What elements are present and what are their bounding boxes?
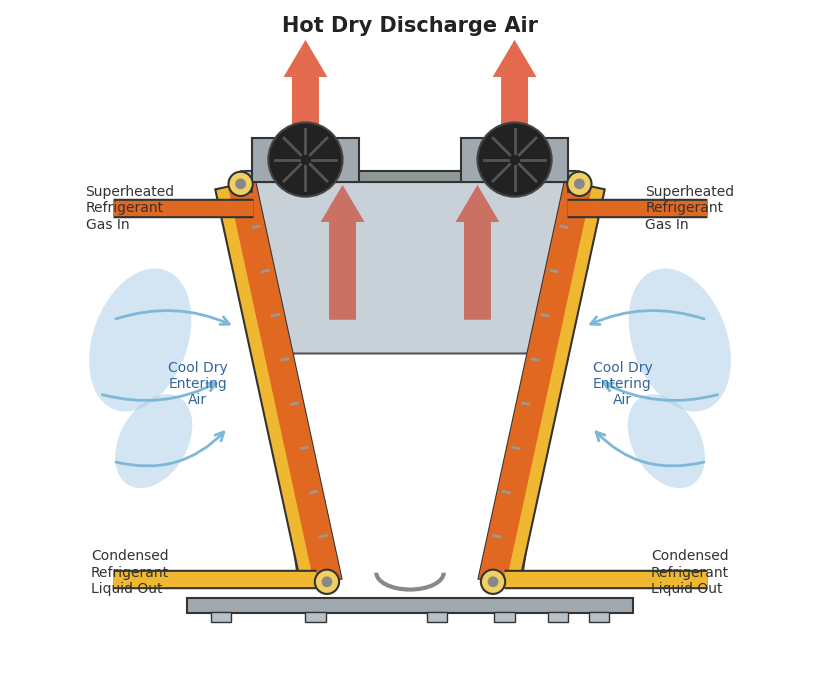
Circle shape [480,570,505,594]
Circle shape [314,570,339,594]
Circle shape [477,122,551,197]
Circle shape [235,178,246,189]
Circle shape [573,178,584,189]
Bar [568,171,578,192]
Bar [241,171,252,192]
Text: Condensed
Refrigerant
Liquid Out: Condensed Refrigerant Liquid Out [650,549,728,596]
Bar [305,612,325,622]
Bar [548,612,568,622]
Circle shape [487,577,498,588]
Ellipse shape [628,269,730,411]
Bar [460,137,568,182]
Ellipse shape [89,269,191,411]
Bar [244,171,575,182]
Circle shape [567,172,590,196]
Polygon shape [265,354,325,583]
Polygon shape [244,182,575,354]
Text: Superheated
Refrigerant
Gas In: Superheated Refrigerant Gas In [85,185,174,232]
Bar [494,612,514,622]
Bar [427,612,446,622]
Polygon shape [478,181,591,585]
Polygon shape [320,185,364,320]
Circle shape [268,122,342,197]
Polygon shape [455,185,499,320]
Polygon shape [478,181,604,588]
Text: Cool Dry
Entering
Air: Cool Dry Entering Air [592,360,652,407]
Bar [188,598,631,613]
Text: Cool Dry
Entering
Air: Cool Dry Entering Air [167,360,227,407]
Polygon shape [228,181,341,585]
Circle shape [229,172,252,196]
Circle shape [321,577,332,588]
Polygon shape [215,181,341,588]
Polygon shape [492,40,536,137]
Bar [210,612,231,622]
Ellipse shape [115,394,192,488]
Ellipse shape [627,394,704,488]
Text: Hot Dry Discharge Air: Hot Dry Discharge Air [282,16,537,37]
Bar [588,612,609,622]
Polygon shape [494,354,554,583]
Polygon shape [283,40,327,137]
Text: Condensed
Refrigerant
Liquid Out: Condensed Refrigerant Liquid Out [91,549,169,596]
Text: Superheated
Refrigerant
Gas In: Superheated Refrigerant Gas In [645,185,734,232]
Bar [251,137,359,182]
